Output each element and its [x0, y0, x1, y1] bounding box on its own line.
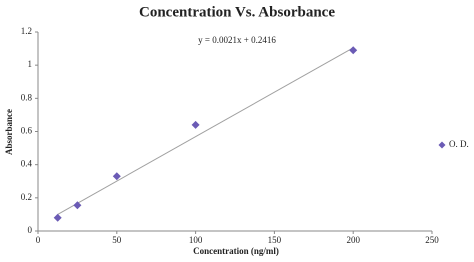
x-tick-label: 50: [112, 235, 122, 245]
data-point: [73, 201, 82, 210]
trendline: [57, 47, 354, 215]
y-tick-label: 1: [28, 59, 33, 69]
y-tick-label: 0.2: [21, 192, 32, 202]
y-tick-label: 0.8: [21, 92, 33, 102]
data-point: [349, 46, 358, 55]
x-tick-label: 0: [36, 235, 41, 245]
data-point: [191, 120, 200, 129]
x-tick-label: 200: [346, 235, 360, 245]
y-tick-label: 0.6: [21, 126, 33, 136]
x-tick-label: 100: [189, 235, 203, 245]
y-axis-label: Absorbance: [4, 109, 14, 155]
chart-title: Concentration Vs. Absorbance: [139, 4, 335, 20]
y-tick-label: 1.2: [21, 26, 32, 36]
x-tick-label: 250: [425, 235, 439, 245]
legend-marker: [438, 141, 446, 149]
data-point: [112, 172, 121, 181]
data-point: [53, 213, 62, 222]
x-axis-label: Concentration (ng/ml): [193, 246, 279, 256]
y-tick-label: 0.4: [21, 159, 33, 169]
annotation: y = 0.0021x + 0.2416: [198, 35, 276, 45]
legend-label: O. D.: [449, 139, 469, 149]
y-tick-label: 0: [28, 225, 33, 235]
x-tick-label: 150: [268, 235, 282, 245]
